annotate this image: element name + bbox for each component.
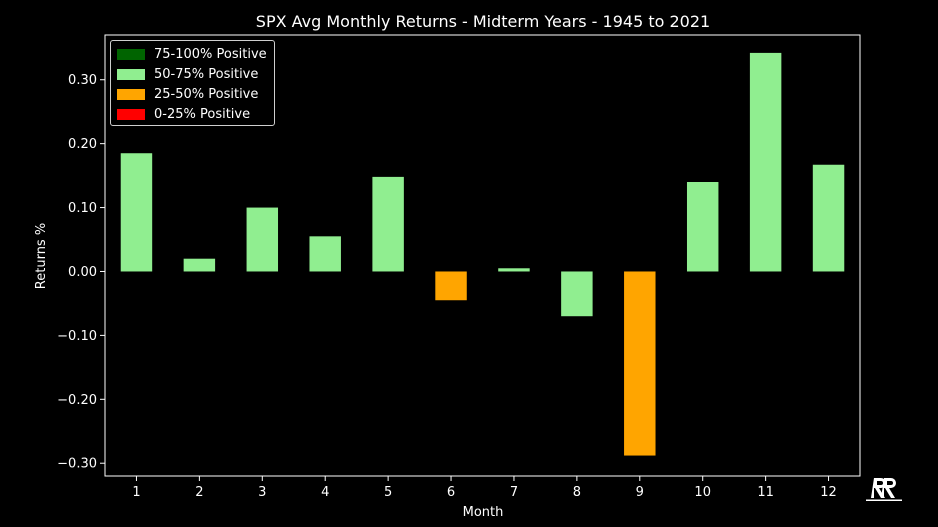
- x-tick-label: 11: [757, 485, 774, 500]
- x-tick-label: 1: [132, 485, 140, 500]
- y-tick-label: 0.20: [68, 137, 97, 152]
- x-tick-label: 7: [510, 485, 518, 500]
- bar-month-10: [686, 182, 719, 272]
- x-axis-label: Month: [463, 505, 504, 520]
- y-tick-label: −0.10: [57, 329, 97, 344]
- legend-swatch: [117, 48, 145, 60]
- legend-item: 75-100% Positive: [117, 44, 268, 64]
- x-tick-label: 9: [636, 485, 644, 500]
- rr-logo-icon: [866, 478, 902, 501]
- bar-month-3: [246, 207, 279, 272]
- x-tick-label: 3: [258, 485, 266, 500]
- bar-month-2: [183, 258, 216, 272]
- bar-month-7: [498, 268, 530, 272]
- y-axis-ticks: −0.30 −0.20 −0.10 0.00 0.10 0.20 0.30: [57, 73, 105, 472]
- plot-frame: [104, 34, 861, 477]
- y-tick-label: 0.00: [68, 265, 97, 280]
- y-tick-label: −0.20: [57, 393, 97, 408]
- x-tick-label: 2: [195, 485, 203, 500]
- x-tick-label: 12: [820, 485, 837, 500]
- chart-legend: 75-100% Positive 50-75% Positive 25-50% Po…: [110, 40, 275, 126]
- legend-label: 0-25% Positive: [154, 106, 251, 122]
- bar-month-8: [561, 271, 593, 317]
- legend-swatch: [117, 88, 145, 100]
- bar-month-1: [120, 153, 153, 272]
- legend-label: 25-50% Positive: [154, 86, 259, 102]
- bar-month-9: [624, 271, 656, 456]
- y-tick-label: 0.10: [68, 201, 97, 216]
- y-axis-label: Returns %: [34, 223, 49, 289]
- x-tick-label: 4: [321, 485, 329, 500]
- bar-month-12: [812, 164, 845, 272]
- bar-month-5: [372, 176, 404, 272]
- legend-item: 0-25% Positive: [117, 104, 268, 124]
- x-axis-ticks: 1 2 3 4 5 6 7 8 9 10 11 12: [132, 476, 837, 500]
- legend-item: 50-75% Positive: [117, 64, 268, 84]
- bar-month-4: [309, 236, 341, 272]
- legend-swatch: [117, 108, 145, 120]
- bar-month-6: [435, 271, 467, 301]
- chart-title: SPX Avg Monthly Returns - Midterm Years …: [256, 12, 710, 31]
- bar-month-11: [749, 52, 782, 272]
- y-tick-label: 0.30: [68, 73, 97, 88]
- legend-swatch: [117, 68, 145, 80]
- x-tick-label: 5: [384, 485, 392, 500]
- legend-item: 25-50% Positive: [117, 84, 268, 104]
- bars-group: [120, 52, 845, 456]
- legend-label: 50-75% Positive: [154, 66, 259, 82]
- legend-label: 75-100% Positive: [154, 46, 267, 62]
- x-tick-label: 8: [573, 485, 581, 500]
- y-tick-label: −0.30: [57, 457, 97, 472]
- x-tick-label: 10: [694, 485, 711, 500]
- x-tick-label: 6: [447, 485, 455, 500]
